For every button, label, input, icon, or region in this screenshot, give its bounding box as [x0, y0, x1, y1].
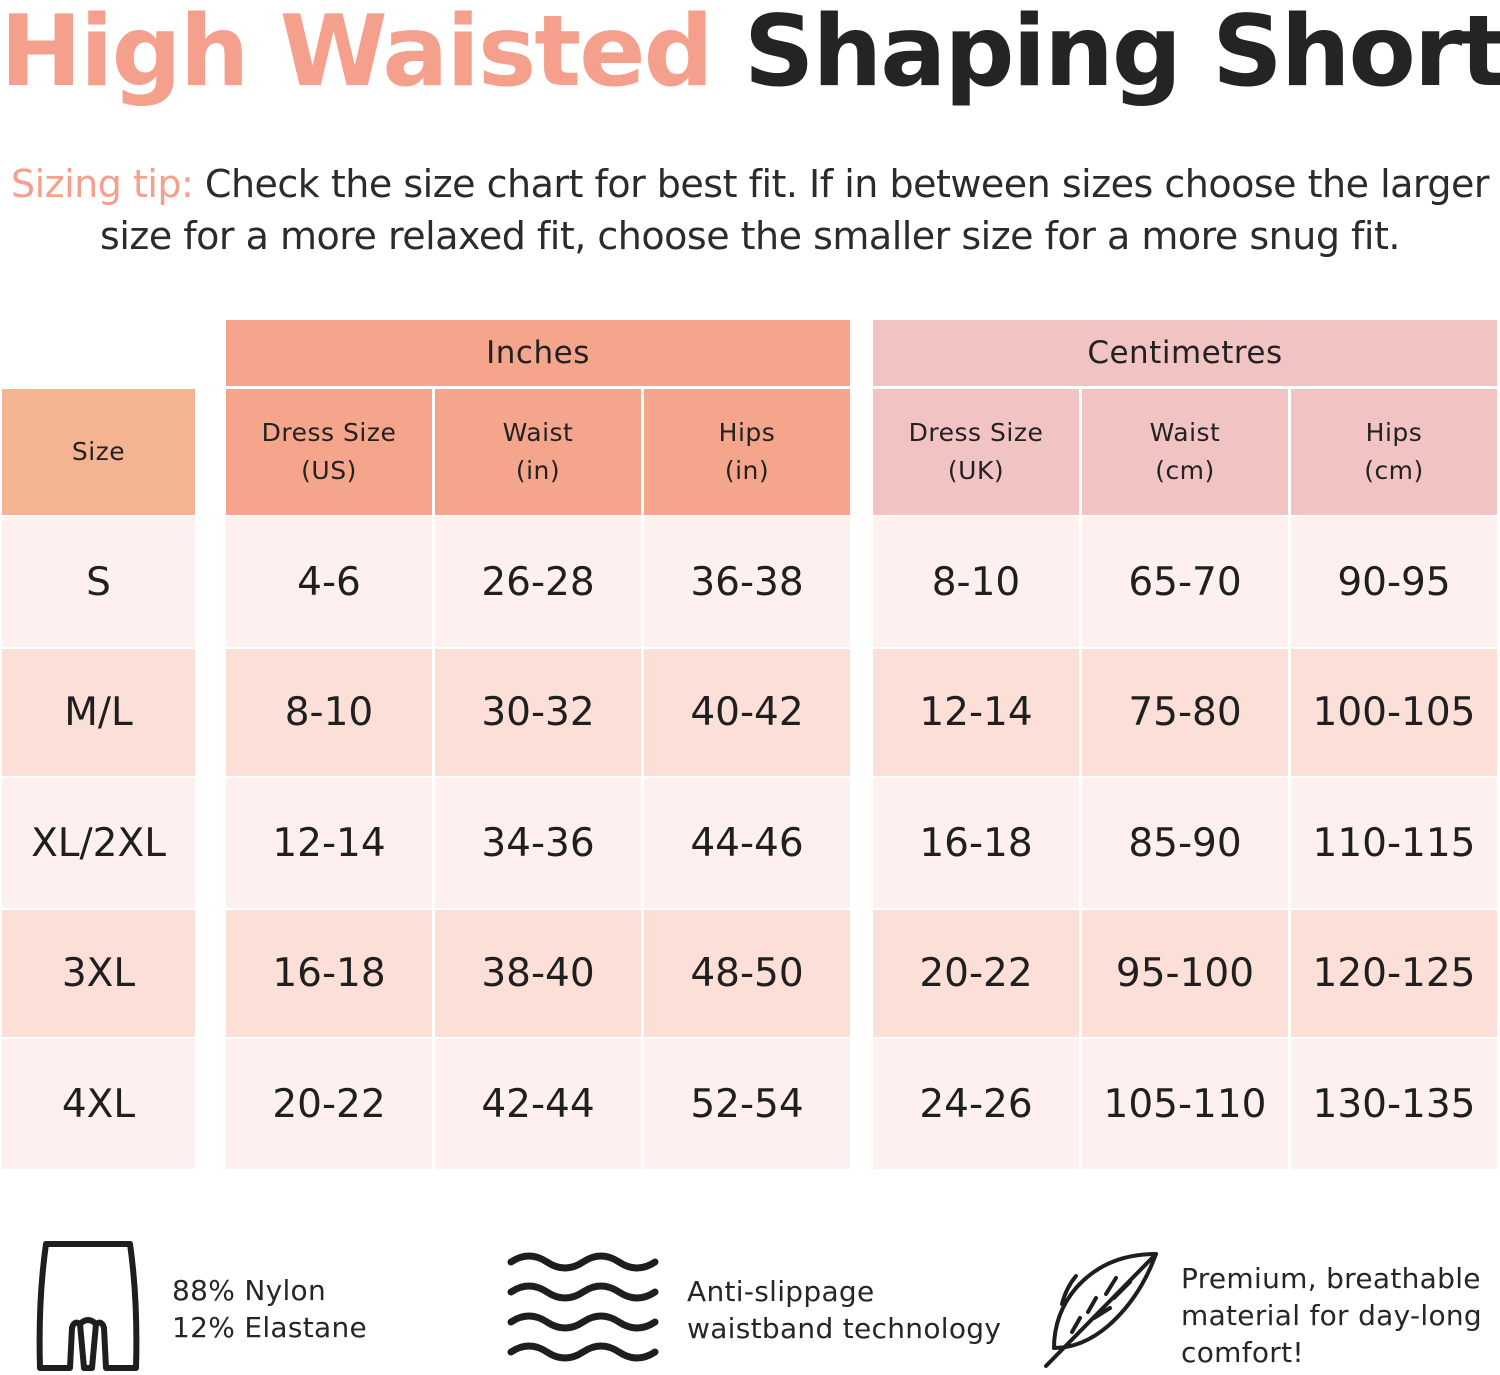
sizing-tip-label: Sizing tip:	[10, 162, 194, 206]
waist-cm-cell: 65-70	[1082, 517, 1288, 647]
waist-cm-cell: 85-90	[1082, 778, 1288, 908]
column-header-line1: Hips	[1365, 418, 1423, 447]
sizing-tip: Sizing tip: Check the size chart for bes…	[0, 158, 1500, 262]
feature-fabric-line2: 12% Elastane	[172, 1311, 368, 1344]
column-header-line2: (in)	[515, 456, 561, 485]
dress-size-us-cell: 4-6	[226, 517, 432, 647]
hips-cm-cell: 110-115	[1291, 778, 1497, 908]
dress-size-us-cell: 20-22	[226, 1039, 432, 1169]
sizing-tip-line1: Check the size chart for best fit. If in…	[193, 162, 1490, 206]
feature-material-line1: Premium, breathable	[1181, 1262, 1481, 1295]
column-header-line2: (cm)	[1155, 456, 1215, 485]
column-header-line2: (in)	[724, 456, 770, 485]
centimetres-group-header: Centimetres	[873, 320, 1497, 386]
hips-in-cell: 52-54	[644, 1039, 850, 1169]
column-header-waist-cm: Waist (cm)	[1082, 389, 1288, 515]
size-cell: 3XL	[2, 910, 195, 1037]
column-header-hips-cm: Hips (cm)	[1291, 389, 1497, 515]
dress-size-us-cell: 12-14	[226, 778, 432, 908]
column-header-line1: Waist	[502, 418, 574, 447]
waist-in-cell: 38-40	[435, 910, 641, 1037]
feature-fabric-line1: 88% Nylon	[172, 1274, 327, 1307]
hips-in-cell: 36-38	[644, 517, 850, 647]
title-main: Shaping Shorts	[743, 0, 1500, 109]
dress-size-uk-cell: 8-10	[873, 517, 1079, 647]
waist-in-cell: 30-32	[435, 649, 641, 776]
size-column-header: Size	[2, 389, 195, 515]
column-header-line1: Dress Size	[261, 418, 397, 447]
feature-waistband-line2: waistband technology	[687, 1312, 1002, 1345]
dress-size-uk-cell: 12-14	[873, 649, 1079, 776]
hips-in-cell: 40-42	[644, 649, 850, 776]
page-title: High Waisted Shaping Shorts	[0, 0, 1500, 112]
column-header-dress-size-uk: Dress Size (UK)	[873, 389, 1079, 515]
feature-material: Premium, breathable material for day-lon…	[1181, 1260, 1482, 1371]
feature-fabric: 88% Nylon 12% Elastane	[172, 1272, 367, 1346]
feature-waistband-line1: Anti-slippage	[687, 1275, 875, 1308]
size-cell: XL/2XL	[2, 778, 195, 908]
size-cell: M/L	[2, 649, 195, 776]
waist-in-cell: 34-36	[435, 778, 641, 908]
hips-cm-cell: 100-105	[1291, 649, 1497, 776]
dress-size-us-cell: 8-10	[226, 649, 432, 776]
feature-material-line2: material for day-long	[1181, 1299, 1483, 1332]
hips-cm-cell: 130-135	[1291, 1039, 1497, 1169]
column-header-line2: (US)	[301, 456, 357, 485]
column-header-line2: (cm)	[1364, 456, 1424, 485]
hips-in-cell: 44-46	[644, 778, 850, 908]
inches-group-header: Inches	[226, 320, 850, 386]
column-header-waist-in: Waist (in)	[435, 389, 641, 515]
dress-size-us-cell: 16-18	[226, 910, 432, 1037]
feather-icon	[1044, 1252, 1158, 1368]
hips-in-cell: 48-50	[644, 910, 850, 1037]
column-header-line1: Dress Size	[908, 418, 1044, 447]
dress-size-uk-cell: 24-26	[873, 1039, 1079, 1169]
sizing-tip-line2: size for a more relaxed fit, choose the …	[100, 214, 1400, 258]
column-header-hips-in: Hips (in)	[644, 389, 850, 515]
dress-size-uk-cell: 20-22	[873, 910, 1079, 1037]
column-header-line2: (UK)	[947, 456, 1005, 485]
shorts-icon	[36, 1241, 140, 1371]
hips-cm-cell: 120-125	[1291, 910, 1497, 1037]
column-header-line1: Hips	[718, 418, 776, 447]
dress-size-uk-cell: 16-18	[873, 778, 1079, 908]
size-cell: 4XL	[2, 1039, 195, 1169]
waist-cm-cell: 75-80	[1082, 649, 1288, 776]
waist-cm-cell: 105-110	[1082, 1039, 1288, 1169]
feature-waistband: Anti-slippage waistband technology	[687, 1273, 1001, 1347]
hips-cm-cell: 90-95	[1291, 517, 1497, 647]
title-accent: High Waisted	[0, 0, 714, 109]
waist-in-cell: 42-44	[435, 1039, 641, 1169]
feature-material-line3: comfort!	[1181, 1336, 1304, 1369]
column-header-line1: Waist	[1149, 418, 1221, 447]
waves-icon	[507, 1252, 659, 1362]
waist-cm-cell: 95-100	[1082, 910, 1288, 1037]
size-cell: S	[2, 517, 195, 647]
waist-in-cell: 26-28	[435, 517, 641, 647]
column-header-dress-size-us: Dress Size (US)	[226, 389, 432, 515]
